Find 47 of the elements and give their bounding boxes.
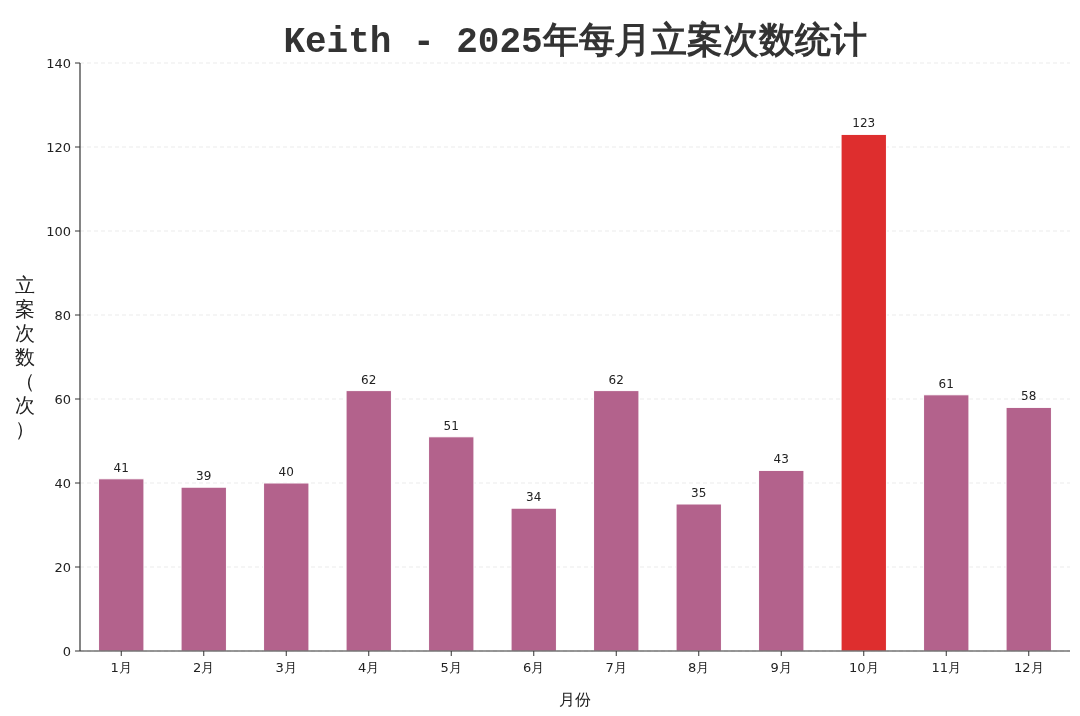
chart-title: Keith - 2025年每月立案次数统计: [283, 20, 867, 63]
x-tick-label: 7月: [605, 660, 627, 675]
x-tick-label: 11月: [931, 660, 962, 675]
data-label: 123: [852, 116, 876, 131]
x-tick-label: 10月: [848, 660, 879, 675]
bar: [593, 390, 640, 652]
x-tick-label: 2月: [193, 660, 215, 675]
data-label: 61: [938, 376, 954, 391]
bar: [840, 133, 887, 652]
x-tick-label: 8月: [688, 660, 710, 675]
data-label: 35: [691, 486, 707, 500]
data-label: 51: [443, 418, 459, 433]
data-label: 40: [278, 465, 294, 479]
y-tick-label: 20: [54, 559, 71, 575]
y-tick-label: 120: [46, 139, 71, 155]
bar: [758, 469, 805, 652]
x-axis-title: 月份: [559, 690, 591, 709]
bar: [923, 394, 970, 652]
x-tick-label: 4月: [358, 660, 380, 675]
data-label: 62: [608, 372, 624, 387]
y-tick-label: 100: [46, 223, 71, 239]
x-tick-label: 1月: [110, 660, 132, 675]
x-tick-label: 5月: [440, 660, 462, 675]
x-tick-label: 3月: [275, 660, 297, 675]
y-tick-label: 0: [62, 643, 71, 659]
bar: [345, 390, 392, 652]
bar: [1005, 406, 1052, 652]
bar: [263, 482, 310, 652]
y-tick-label: 60: [54, 391, 71, 407]
bar: [428, 436, 475, 652]
data-label: 39: [196, 469, 212, 484]
y-tick-label: 140: [46, 55, 71, 71]
x-tick-label: 6月: [523, 660, 545, 675]
bar: [180, 486, 227, 652]
data-label: 58: [1021, 389, 1037, 404]
data-label: 43: [773, 452, 789, 467]
data-label: 62: [361, 372, 377, 387]
bar: [510, 507, 557, 652]
x-tick-label: 12月: [1013, 660, 1044, 675]
data-label: 34: [526, 490, 542, 505]
y-axis-title: 立案次数（次）: [15, 273, 35, 441]
y-tick-label: 80: [54, 307, 71, 323]
x-tick-label: 9月: [770, 660, 792, 675]
y-tick-label: 40: [54, 475, 71, 491]
bar: [98, 478, 145, 652]
bar: [675, 503, 722, 652]
data-label: 41: [113, 460, 129, 475]
